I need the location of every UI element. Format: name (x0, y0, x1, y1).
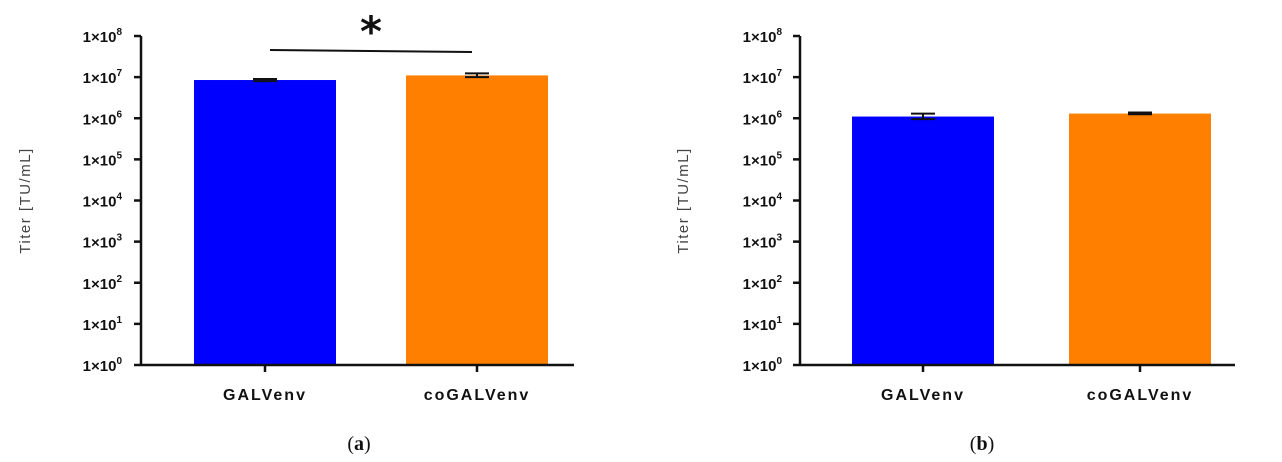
y-tick-label: 1×106 (743, 109, 783, 128)
y-tick-label-exponent: 1 (776, 315, 782, 326)
x-tick-label-coGALVenv: coGALVenv (424, 387, 531, 404)
y-tick-label: 1×107 (83, 68, 123, 87)
y-tick-label-exponent: 6 (776, 109, 782, 120)
y-tick-label-base: 1×10 (743, 317, 777, 334)
y-tick-label: 1×102 (83, 274, 123, 293)
y-tick-label: 1×103 (83, 233, 123, 252)
y-axis-title: Titer [TU/mL] (17, 147, 34, 253)
y-tick-label-base: 1×10 (743, 235, 777, 252)
y-tick-label-exponent: 2 (116, 274, 122, 285)
y-tick-label: 1×106 (83, 109, 123, 128)
y-tick-label-base: 1×10 (743, 358, 777, 375)
y-tick-label: 1×101 (743, 315, 783, 334)
y-tick-label-exponent: 8 (776, 27, 782, 38)
y-tick-label-base: 1×10 (743, 152, 777, 169)
bar-coGALVenv (1069, 113, 1211, 365)
y-tick-label-exponent: 5 (116, 150, 122, 161)
y-tick-label-base: 1×10 (83, 358, 117, 375)
y-tick-label: 1×102 (743, 274, 783, 293)
panel-label: (b) (970, 433, 994, 455)
significance-bracket (269, 49, 473, 53)
panel-label: (a) (347, 433, 370, 455)
y-tick-label: 1×105 (743, 150, 783, 169)
y-tick-label: 1×104 (83, 192, 123, 211)
y-tick-label-base: 1×10 (743, 194, 777, 211)
y-tick-label: 1×105 (83, 150, 123, 169)
y-tick-label: 1×100 (83, 356, 123, 375)
y-tick-label-exponent: 5 (776, 150, 782, 161)
bar-GALVenv (852, 116, 994, 365)
y-tick-label-exponent: 7 (776, 68, 782, 79)
significance-marker: * (360, 7, 382, 56)
y-tick-label-exponent: 0 (776, 356, 782, 367)
chart-panel-b: 1×1001×1011×1021×1031×1041×1051×1061×107… (675, 27, 1235, 455)
y-tick-label-base: 1×10 (743, 29, 777, 46)
panel-label-letter: b (976, 433, 987, 455)
y-tick-label-exponent: 7 (116, 68, 122, 79)
y-tick-label-base: 1×10 (83, 152, 117, 169)
y-tick-label-exponent: 0 (116, 356, 122, 367)
y-tick-label-exponent: 3 (116, 233, 122, 244)
y-axis-title: Titer [TU/mL] (675, 147, 692, 253)
y-tick-label: 1×107 (743, 68, 783, 87)
y-tick-label: 1×108 (743, 27, 783, 46)
y-tick-label-exponent: 6 (116, 109, 122, 120)
panel-label-close-paren: ) (988, 433, 995, 455)
x-tick-label-GALVenv: GALVenv (223, 387, 307, 404)
y-tick-label-exponent: 2 (776, 274, 782, 285)
panel-label-letter: a (354, 433, 364, 455)
y-tick-label-exponent: 1 (116, 315, 122, 326)
y-tick-label: 1×108 (83, 27, 123, 46)
panel-label-open-paren: ( (970, 433, 977, 455)
y-tick-label-base: 1×10 (83, 111, 117, 128)
y-tick-label-exponent: 4 (776, 192, 782, 203)
y-tick-label-base: 1×10 (83, 276, 117, 293)
x-tick-label-coGALVenv: coGALVenv (1087, 387, 1194, 404)
y-tick-label: 1×103 (743, 233, 783, 252)
y-tick-label-base: 1×10 (743, 276, 777, 293)
y-tick-label-base: 1×10 (83, 235, 117, 252)
y-tick-label-base: 1×10 (743, 70, 777, 87)
y-tick-label-exponent: 8 (116, 27, 122, 38)
y-tick-label-base: 1×10 (83, 70, 117, 87)
y-tick-label: 1×101 (83, 315, 123, 334)
y-tick-label-base: 1×10 (743, 111, 777, 128)
panel-label-open-paren: ( (347, 433, 354, 455)
bar-coGALVenv (406, 75, 548, 365)
panel-label-close-paren: ) (364, 433, 371, 455)
y-tick-label-exponent: 3 (776, 233, 782, 244)
y-tick-label-base: 1×10 (83, 317, 117, 334)
chart-panel-a: 1×1001×1011×1021×1031×1041×1051×1061×107… (17, 7, 574, 455)
y-tick-label-base: 1×10 (83, 29, 117, 46)
y-tick-label-exponent: 4 (116, 192, 122, 203)
y-tick-label-base: 1×10 (83, 194, 117, 211)
y-tick-label: 1×104 (743, 192, 783, 211)
bar-GALVenv (194, 80, 336, 365)
y-tick-label: 1×100 (743, 356, 783, 375)
x-tick-label-GALVenv: GALVenv (881, 387, 965, 404)
